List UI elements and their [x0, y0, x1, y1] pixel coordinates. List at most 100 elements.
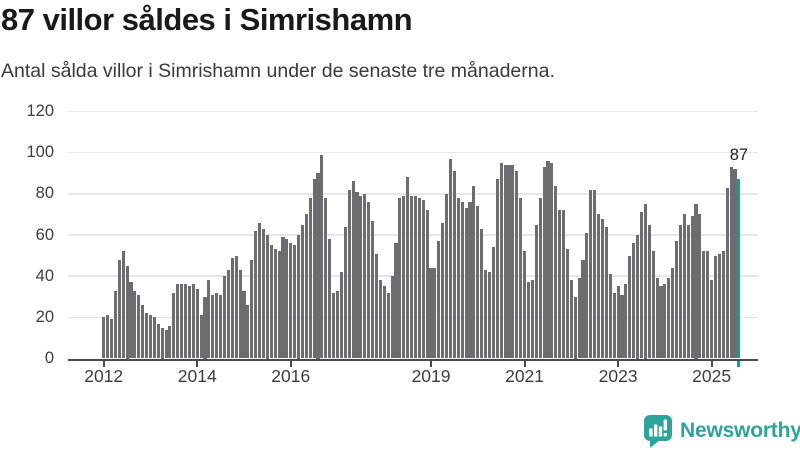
- bar: [332, 292, 336, 359]
- bar: [203, 296, 207, 359]
- bar: [199, 315, 203, 359]
- bar: [148, 315, 152, 359]
- bar: [250, 259, 254, 359]
- bar: [495, 179, 499, 359]
- branding: Newsworthy: [643, 414, 800, 448]
- bar: [269, 245, 273, 359]
- bar: [456, 197, 460, 359]
- bar: [468, 202, 472, 359]
- bar: [180, 284, 184, 359]
- bar: [308, 197, 312, 359]
- bar: [526, 282, 531, 359]
- bar: [593, 189, 597, 359]
- bar: [125, 265, 129, 359]
- bar: [499, 162, 503, 359]
- bar: [277, 251, 281, 359]
- bar: [121, 251, 125, 359]
- bar: [721, 251, 725, 359]
- bar: [620, 294, 624, 359]
- bar: [382, 286, 386, 359]
- y-axis-label: 60: [35, 225, 54, 244]
- bar: [300, 224, 304, 359]
- bar: [472, 185, 476, 359]
- bar: [347, 189, 351, 359]
- bar: [733, 169, 737, 359]
- bar: [573, 296, 577, 359]
- bar: [304, 214, 308, 359]
- bar: [129, 282, 133, 359]
- bar: [608, 274, 612, 359]
- bar: [222, 276, 227, 359]
- bar: [355, 191, 359, 359]
- bar: [519, 197, 523, 359]
- bar: [168, 325, 172, 359]
- bar: [293, 245, 297, 359]
- y-axis-label: 0: [44, 349, 54, 367]
- bar: [254, 230, 258, 359]
- x-axis-label: 2014: [177, 366, 217, 386]
- bar: [265, 235, 269, 359]
- bar: [659, 286, 663, 359]
- bar: [651, 251, 655, 359]
- bar: [421, 200, 425, 359]
- bar: [406, 177, 410, 359]
- bar: [678, 224, 682, 359]
- bar: [238, 269, 242, 359]
- bar: [597, 214, 601, 359]
- bar: [359, 195, 363, 359]
- bar: [558, 210, 562, 359]
- bar: [226, 269, 230, 359]
- bar: [117, 259, 121, 359]
- bar: [706, 251, 710, 359]
- bar: [258, 222, 262, 359]
- bar: [230, 257, 234, 359]
- bar: [363, 193, 367, 359]
- bar: [589, 189, 593, 359]
- bar: [133, 290, 137, 359]
- bar: [452, 171, 456, 359]
- bar: [702, 251, 706, 359]
- bar: [413, 195, 417, 359]
- bar: [616, 286, 620, 359]
- bar: [511, 165, 515, 359]
- y-axis-label: 20: [35, 307, 54, 326]
- gridline: [68, 151, 758, 154]
- x-axis-label: 2025: [692, 366, 732, 386]
- bar: [639, 212, 644, 359]
- bar: [172, 292, 176, 359]
- bar: [261, 228, 266, 359]
- bar: [156, 323, 160, 359]
- bar: [460, 202, 464, 359]
- bar: [585, 232, 589, 359]
- bar: [242, 290, 246, 359]
- bar: [417, 197, 421, 359]
- bar: [713, 255, 718, 359]
- bar: [612, 292, 616, 359]
- bar: [694, 204, 698, 359]
- bar: [335, 290, 340, 359]
- x-axis-line: [68, 358, 758, 361]
- bar: [663, 284, 667, 359]
- bar: [378, 280, 382, 359]
- bar: [410, 195, 414, 359]
- bar: [141, 304, 145, 359]
- chart-subtitle: Antal sålda villor i Simrishamn under de…: [1, 60, 555, 82]
- bar: [207, 280, 211, 359]
- gridline: [68, 110, 758, 113]
- x-axis-label: 2019: [411, 366, 451, 386]
- bar: [102, 317, 106, 359]
- bar: [604, 226, 608, 359]
- bar: [710, 280, 714, 359]
- bar: [464, 208, 468, 359]
- bar: [285, 239, 289, 359]
- x-axis-label: 2023: [598, 366, 638, 386]
- bar: [569, 280, 573, 359]
- bar: [273, 249, 277, 359]
- bar: [371, 220, 375, 359]
- x-axis-label: 2012: [84, 366, 124, 386]
- highlight-tick: [737, 360, 741, 367]
- bar: [480, 228, 484, 359]
- bar: [113, 290, 117, 359]
- x-axis-tick: [617, 360, 620, 367]
